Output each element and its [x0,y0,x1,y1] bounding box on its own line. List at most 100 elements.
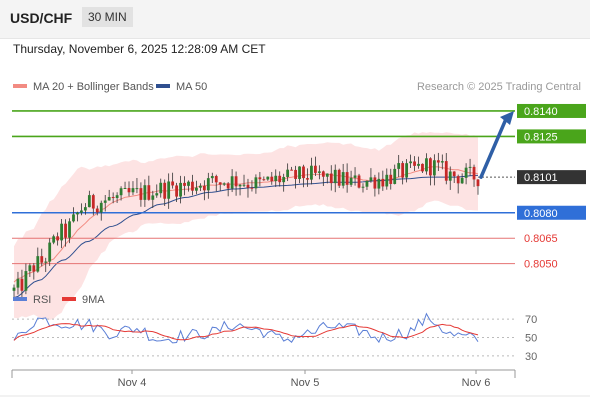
candle-58 [242,174,246,188]
candle-61 [254,174,258,194]
candle-body [337,169,341,186]
candle-body [187,181,190,186]
candle-body [329,173,333,184]
candle-90 [369,168,373,183]
candle-body [202,185,206,191]
candle-103 [421,163,424,174]
candle-body [409,161,412,164]
forecast-arrow-shaft [479,117,508,179]
level-tag-0.8140 [517,103,586,118]
candle-111 [452,171,456,183]
candle-39 [167,173,171,209]
candle-68 [282,173,286,192]
candle-body [28,265,32,272]
candle-104 [425,153,428,175]
candle-body [72,214,75,222]
candle-body [369,177,373,181]
candle-35 [151,190,155,208]
rsi-level-label: 30 [525,351,537,363]
candle-109 [444,153,448,185]
candle-46 [195,180,198,195]
candle-body [195,187,198,191]
candle-78 [321,170,325,186]
candle-body [286,169,290,177]
candle-body [183,182,186,186]
candle-body [123,188,127,190]
candle-body [393,168,397,184]
candle-body [76,212,79,215]
ma50-legend-label: MA 50 [176,81,207,93]
candle-body [317,171,321,173]
candle-body [222,183,226,185]
candle-23 [103,195,107,212]
candle-69 [286,163,290,182]
candle-body [246,184,250,188]
candle-105 [429,157,432,186]
candle-79 [325,173,329,184]
current-price-label: 0.8101 [524,172,558,184]
candle-body [258,177,262,180]
candle-84 [345,163,349,193]
candle-body [270,176,274,182]
candle-44 [187,180,190,192]
candle-37 [159,178,163,198]
candle-73 [302,164,305,188]
candle-34 [147,175,151,201]
candle-body [242,184,246,186]
level-label-0.8125: 0.8125 [524,131,558,143]
timeframe-button[interactable]: 30 MIN [82,7,133,27]
candle-body [294,169,297,179]
candle-body [24,271,28,291]
candle-body [48,242,52,262]
candle-60 [250,180,254,192]
level-tag-0.8080 [517,205,586,220]
candle-57 [238,183,242,196]
candle-body [266,176,270,180]
candle-body [333,169,337,184]
candle-body [87,195,91,208]
candle-body [127,188,131,193]
bollinger-band [14,132,478,320]
candle-31 [135,177,139,194]
candle-body [361,186,365,188]
rsi-level-label: 70 [525,314,537,326]
level-label-0.8065: 0.8065 [524,233,558,245]
candle-body [198,185,202,188]
candle-47 [198,183,202,192]
ma50-legend-swatch [156,84,170,88]
candle-115 [468,158,472,176]
candle-body [163,182,167,199]
candle-50 [210,172,214,184]
candle-body [460,177,464,184]
candle-body [159,182,163,194]
candle-113 [460,173,464,184]
rsi-legend-swatch [13,297,27,301]
level-label-0.8140: 0.8140 [524,106,558,118]
candle-9 [48,238,52,266]
candle-81 [333,164,337,193]
candle-82 [337,168,341,188]
candle-74 [306,168,309,187]
level-label-0.8080: 0.8080 [524,208,558,220]
candle-body [373,177,377,189]
candle-18 [83,203,87,215]
candle-body [56,236,60,241]
datetime-label: Thursday, November 6, 2025 12:28:09 AM C… [13,42,266,56]
candle-51 [214,174,218,192]
candle-body [413,161,416,166]
candle-body [175,185,178,197]
candle-21 [95,205,99,216]
candle-body [401,163,405,178]
candle-91 [373,174,377,197]
candle-body [226,183,230,189]
rsi-legend-label: RSI [33,294,51,306]
candle-88 [361,183,365,193]
candle-80 [329,165,333,191]
candle-40 [171,172,175,189]
candle-body [298,166,301,179]
candle-72 [298,166,301,184]
candle-body [357,175,361,188]
candle-86 [353,167,357,186]
candle-body [341,172,345,186]
candle-99 [405,159,409,183]
